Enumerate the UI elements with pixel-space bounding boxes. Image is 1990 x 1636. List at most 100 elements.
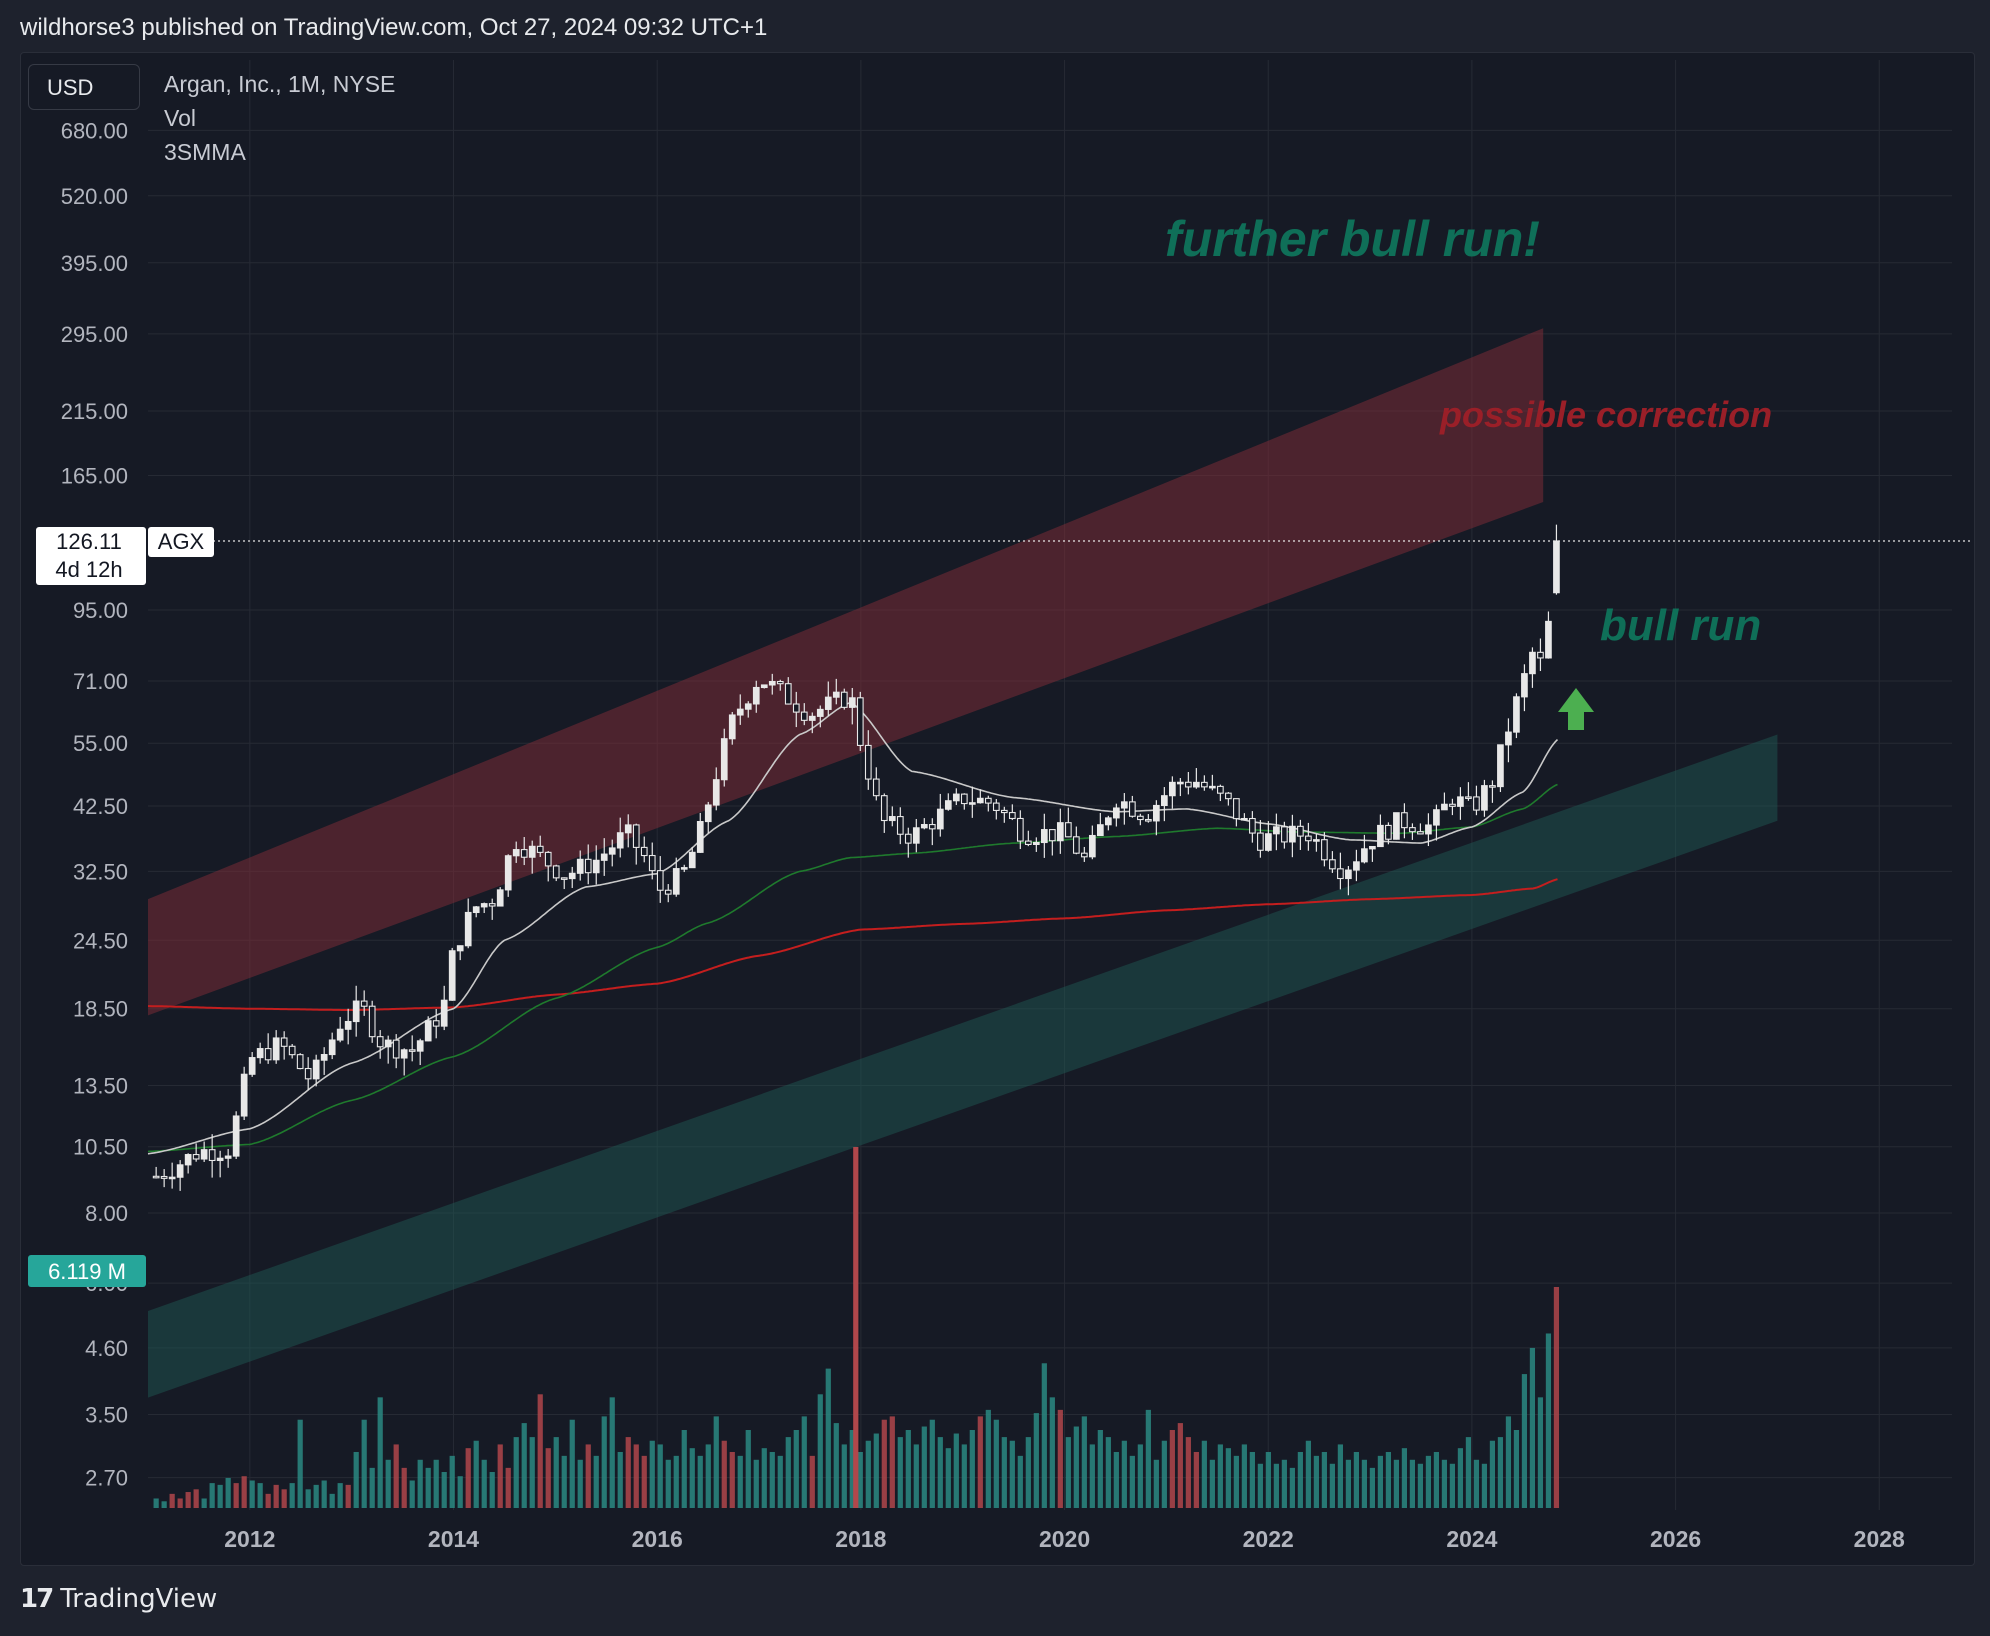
candle-body	[864, 744, 872, 780]
volume-bar	[1433, 1451, 1440, 1508]
candle-body	[520, 849, 528, 858]
y-tick-label: 32.50	[73, 859, 128, 884]
volume-bar	[921, 1426, 927, 1508]
x-tick-label: 2024	[1446, 1526, 1497, 1552]
volume-bar	[569, 1419, 575, 1508]
candle-body	[1040, 829, 1048, 844]
volume-bar	[1409, 1459, 1416, 1508]
candle-body	[544, 851, 552, 867]
candle-body	[792, 703, 800, 713]
candle-body	[1337, 868, 1344, 880]
volume-bar	[553, 1437, 559, 1508]
candle-body	[1289, 825, 1296, 843]
candle-body	[1136, 815, 1144, 821]
candle-body	[336, 1028, 344, 1041]
legend-volume[interactable]: Vol	[164, 105, 196, 131]
volume-bar	[1345, 1459, 1351, 1508]
candle-body	[1145, 818, 1152, 822]
price-badges: 126.11 4d 12h AGX 6.119 M	[28, 527, 1972, 1287]
volume-bar	[465, 1448, 471, 1508]
candle-body	[472, 906, 480, 914]
candle-body	[304, 1067, 312, 1080]
x-tick-label: 2022	[1243, 1526, 1294, 1552]
candle-body	[200, 1149, 208, 1160]
candle-body	[1345, 869, 1352, 880]
candle-body	[552, 865, 560, 879]
volume-bar	[593, 1455, 599, 1508]
candle-body	[280, 1037, 288, 1047]
candle-body	[208, 1149, 216, 1162]
candle-body	[1241, 817, 1248, 821]
candles	[152, 524, 1560, 1191]
candle-body	[1529, 651, 1536, 675]
volume-bar	[369, 1467, 375, 1508]
candle-body	[984, 797, 992, 804]
x-tick-label: 2016	[632, 1526, 683, 1552]
candle-body	[752, 686, 760, 705]
volume-bar	[713, 1416, 719, 1508]
legend-symbol-title[interactable]: Argan, Inc., 1M, NYSE	[164, 71, 396, 97]
candle-body	[528, 845, 536, 858]
volume-bar	[1425, 1455, 1432, 1508]
candle-body	[464, 911, 472, 947]
y-tick-label: 13.50	[73, 1073, 128, 1098]
candle-body	[1153, 804, 1160, 822]
candle-body	[408, 1049, 416, 1052]
candle-body	[768, 680, 776, 686]
volume-bar	[1417, 1463, 1424, 1508]
volume-bar	[953, 1433, 959, 1508]
candle-body	[1225, 792, 1232, 800]
volume-bar	[729, 1451, 735, 1508]
volume-bar	[1193, 1451, 1199, 1508]
volume-bar	[825, 1368, 831, 1508]
y-tick-label: 215.00	[61, 399, 128, 424]
volume-bar	[1545, 1333, 1552, 1508]
candle-body	[344, 1020, 352, 1030]
candle-body	[360, 1000, 368, 1007]
volume-bar	[337, 1483, 343, 1508]
tradingview-logo[interactable]: 17 TradingView	[20, 1584, 217, 1614]
legend-moving-average[interactable]: 3SMMA	[164, 139, 246, 165]
candle-body	[1169, 781, 1176, 797]
candle-body	[1265, 833, 1272, 851]
volume-bar	[641, 1455, 647, 1508]
candle-body	[808, 715, 816, 721]
candle-body	[896, 816, 904, 835]
volume-bar	[897, 1437, 903, 1508]
volume-bar	[833, 1423, 839, 1508]
candle-body	[824, 696, 832, 710]
y-tick-label: 95.00	[73, 598, 128, 623]
candle-body	[696, 820, 704, 853]
candle-body	[1072, 836, 1080, 854]
candle-body	[776, 680, 784, 685]
candle-body	[1096, 824, 1104, 837]
volume-bar	[761, 1448, 767, 1508]
volume-bar	[1233, 1455, 1239, 1508]
volume-bar	[817, 1394, 823, 1508]
candle-body	[656, 870, 664, 891]
y-tick-label: 10.50	[73, 1135, 128, 1160]
volume-bar	[777, 1455, 783, 1508]
annotations: further bull run! possible correction bull…	[1165, 211, 1772, 730]
volume-bar	[545, 1448, 551, 1508]
candle-body	[1000, 809, 1008, 814]
volume-bar	[1209, 1459, 1215, 1508]
volume-bar	[1201, 1440, 1207, 1508]
candle-body	[1473, 796, 1480, 811]
candle-body	[688, 851, 696, 869]
candle-body	[232, 1115, 240, 1157]
volume-bar	[801, 1416, 807, 1508]
channel-green	[148, 734, 1778, 1398]
candle-body	[1249, 817, 1256, 834]
currency-button[interactable]: USD	[28, 64, 140, 110]
volume-bar	[1057, 1409, 1063, 1508]
candle-body	[944, 800, 952, 810]
candle-body	[816, 708, 824, 717]
candle-body	[1449, 803, 1456, 807]
volume-bar	[329, 1493, 335, 1508]
candle-body	[328, 1039, 336, 1056]
candle-body	[1257, 832, 1264, 851]
x-tick-label: 2020	[1039, 1526, 1090, 1552]
candle-body	[1425, 824, 1432, 835]
